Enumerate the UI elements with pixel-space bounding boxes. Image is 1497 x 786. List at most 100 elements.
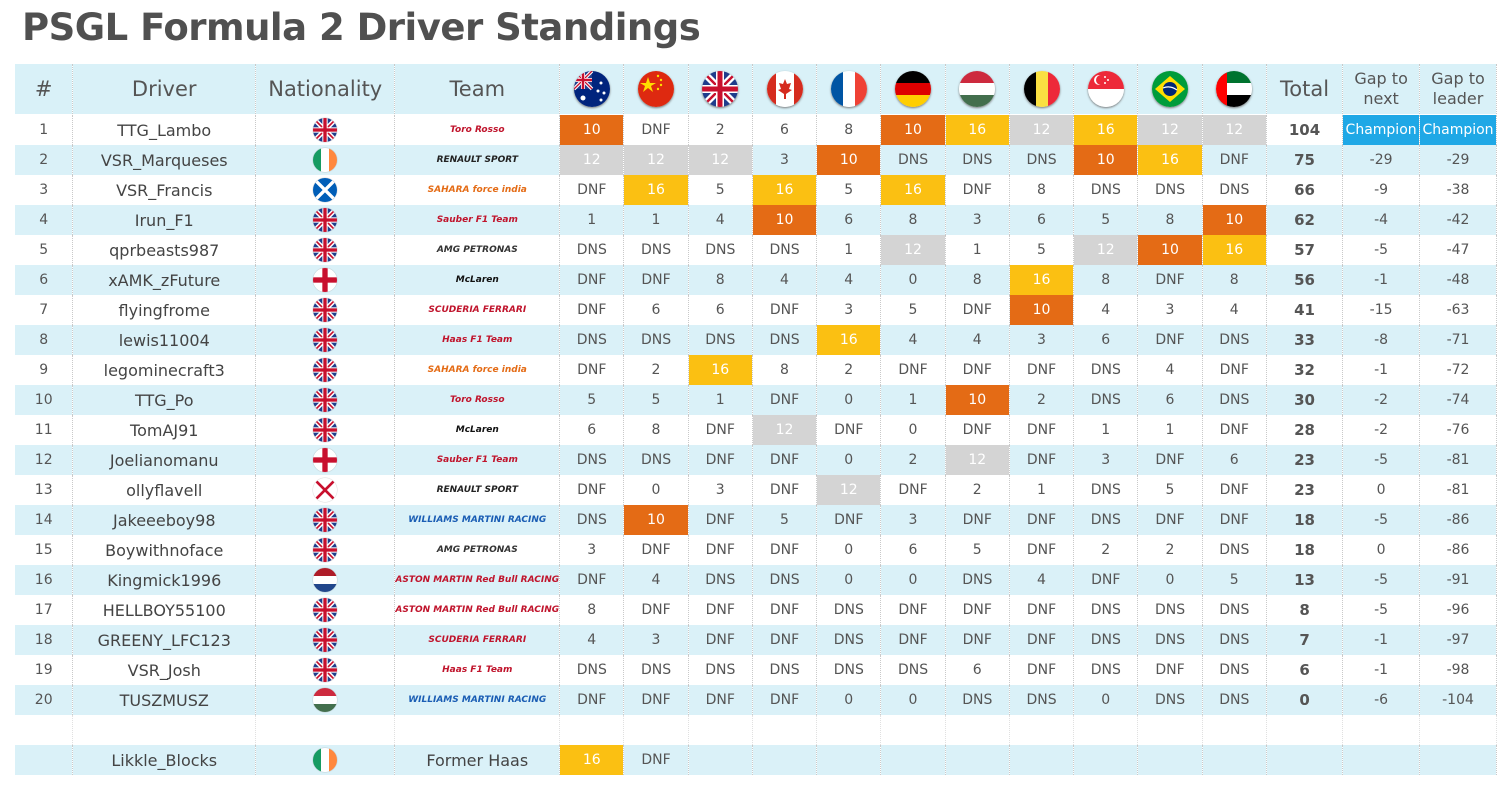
race-result: 3 — [945, 205, 1010, 235]
total-points: 6 — [1266, 655, 1344, 685]
driver-name: qprbeasts987 — [72, 235, 257, 265]
position: 9 — [15, 355, 74, 385]
nationality-flag — [255, 114, 396, 145]
race-result: DNS — [1137, 175, 1203, 205]
spacer-cell — [559, 715, 625, 745]
nationality-flag — [255, 235, 396, 265]
scotland-flag-icon — [313, 178, 338, 202]
race-result: DNF — [1137, 505, 1203, 535]
position: 19 — [15, 655, 74, 685]
team-cell: Haas F1 Team — [394, 325, 561, 355]
race-result: DNS — [816, 625, 882, 655]
gap-to-next: -2 — [1342, 385, 1421, 415]
team-cell: AMG PETRONAS — [394, 535, 561, 565]
driver-name: Joelianomanu — [72, 445, 257, 475]
race-result: DNS — [1073, 595, 1139, 625]
race-result: 6 — [1009, 205, 1075, 235]
team-cell: ASTON MARTIN Red Bull RACING — [394, 565, 561, 595]
table-row: 4 Irun_F1 Sauber F1 Team 1 1 4 10 6 8 3 6 5 8 10 62 -4-… — [15, 205, 1497, 235]
race-result: DNF — [623, 685, 689, 715]
driver-name: VSR_Francis — [72, 175, 257, 205]
table-row: 5 qprbeasts987 AMG PETRONAS DNS DNS DNS DNS 1 12… — [15, 235, 1497, 265]
race-result: DNF — [752, 385, 818, 415]
race-result: DNF — [1202, 505, 1267, 535]
gap-to-next: -5 — [1342, 565, 1421, 595]
driver-name: xAMK_zFuture — [72, 265, 257, 295]
singapore-flag-icon — [1073, 64, 1139, 115]
race-result: 4 — [945, 325, 1010, 355]
gap-to-next: -5 — [1342, 235, 1421, 265]
race-result — [752, 745, 818, 775]
position: 16 — [15, 565, 74, 595]
header-pos: # — [15, 64, 74, 115]
race-result: 8 — [1137, 205, 1203, 235]
nationality-flag — [255, 385, 396, 415]
race-result: 4 — [1009, 565, 1075, 595]
race-result: DNS — [816, 595, 882, 625]
race-result: 12 — [1202, 114, 1267, 145]
race-result: DNF — [945, 625, 1010, 655]
race-result: 12 — [880, 235, 946, 265]
race-result: 3 — [1137, 295, 1203, 325]
race-result: DNF — [623, 595, 689, 625]
gap-to-leader: -47 — [1419, 235, 1497, 265]
table-row: 19 VSR_Josh Haas F1 Team DNS DNS DNS DNS DNS DNS… — [15, 655, 1497, 685]
france-flag-icon — [816, 64, 882, 115]
uk-flag-icon — [313, 598, 338, 622]
spacer-cell — [688, 715, 753, 745]
race-result: DNS — [1073, 625, 1139, 655]
race-result: 5 — [623, 385, 689, 415]
table-row: 6 xAMK_zFuture McLaren DNF DNF 8 4 4 0 8 16 8 DNF 8 56… — [15, 265, 1497, 295]
total-points: 32 — [1266, 355, 1344, 385]
race-result: 4 — [1137, 355, 1203, 385]
uk-flag-icon — [313, 298, 338, 322]
race-result: DNF — [1073, 565, 1139, 595]
race-result: 4 — [688, 205, 753, 235]
race-result: 4 — [559, 625, 625, 655]
race-result: 10 — [559, 114, 625, 145]
nationality-flag — [255, 535, 396, 565]
race-result: 10 — [1202, 205, 1267, 235]
race-result: 6 — [1073, 325, 1139, 355]
team-cell: McLaren — [394, 415, 561, 445]
race-result: 3 — [623, 625, 689, 655]
race-result: DNS — [1073, 655, 1139, 685]
race-result: DNF — [1202, 415, 1267, 445]
gap-to-next: -5 — [1342, 595, 1421, 625]
gap-to-leader: -98 — [1419, 655, 1497, 685]
team-cell: AMG PETRONAS — [394, 235, 561, 265]
race-result: 0 — [816, 565, 882, 595]
spacer-cell — [394, 715, 561, 745]
race-result: DNS — [688, 655, 753, 685]
canada-flag-icon — [752, 64, 818, 115]
driver-name: TomAJ91 — [72, 415, 257, 445]
total-points: 23 — [1266, 445, 1344, 475]
race-result: DNF — [1009, 415, 1075, 445]
race-result: 10 — [816, 145, 882, 175]
spacer-cell — [1342, 715, 1421, 745]
team-cell: Toro Rosso — [394, 114, 561, 145]
china-flag-icon — [623, 64, 689, 115]
nationality-flag — [255, 475, 396, 505]
race-result: DNF — [752, 295, 818, 325]
total-points: 23 — [1266, 475, 1344, 505]
race-result: DNS — [945, 685, 1010, 715]
spacer-cell — [15, 715, 74, 745]
race-result: DNF — [559, 355, 625, 385]
gap-to-next: -2 — [1342, 415, 1421, 445]
race-result: DNF — [1009, 655, 1075, 685]
total-points: 33 — [1266, 325, 1344, 355]
toro-rosso-logo: Toro Rosso — [450, 125, 505, 135]
race-result: 0 — [816, 385, 882, 415]
race-result: 8 — [816, 114, 882, 145]
race-result: DNF — [1137, 265, 1203, 295]
race-result: DNS — [559, 235, 625, 265]
total-points: 8 — [1266, 595, 1344, 625]
race-result: DNF — [1009, 505, 1075, 535]
race-result: DNS — [623, 325, 689, 355]
race-result — [816, 745, 882, 775]
race-result: 5 — [1009, 235, 1075, 265]
race-result: DNS — [1202, 535, 1267, 565]
driver-name: flyingfrome — [72, 295, 257, 325]
gap-to-leader: -63 — [1419, 295, 1497, 325]
